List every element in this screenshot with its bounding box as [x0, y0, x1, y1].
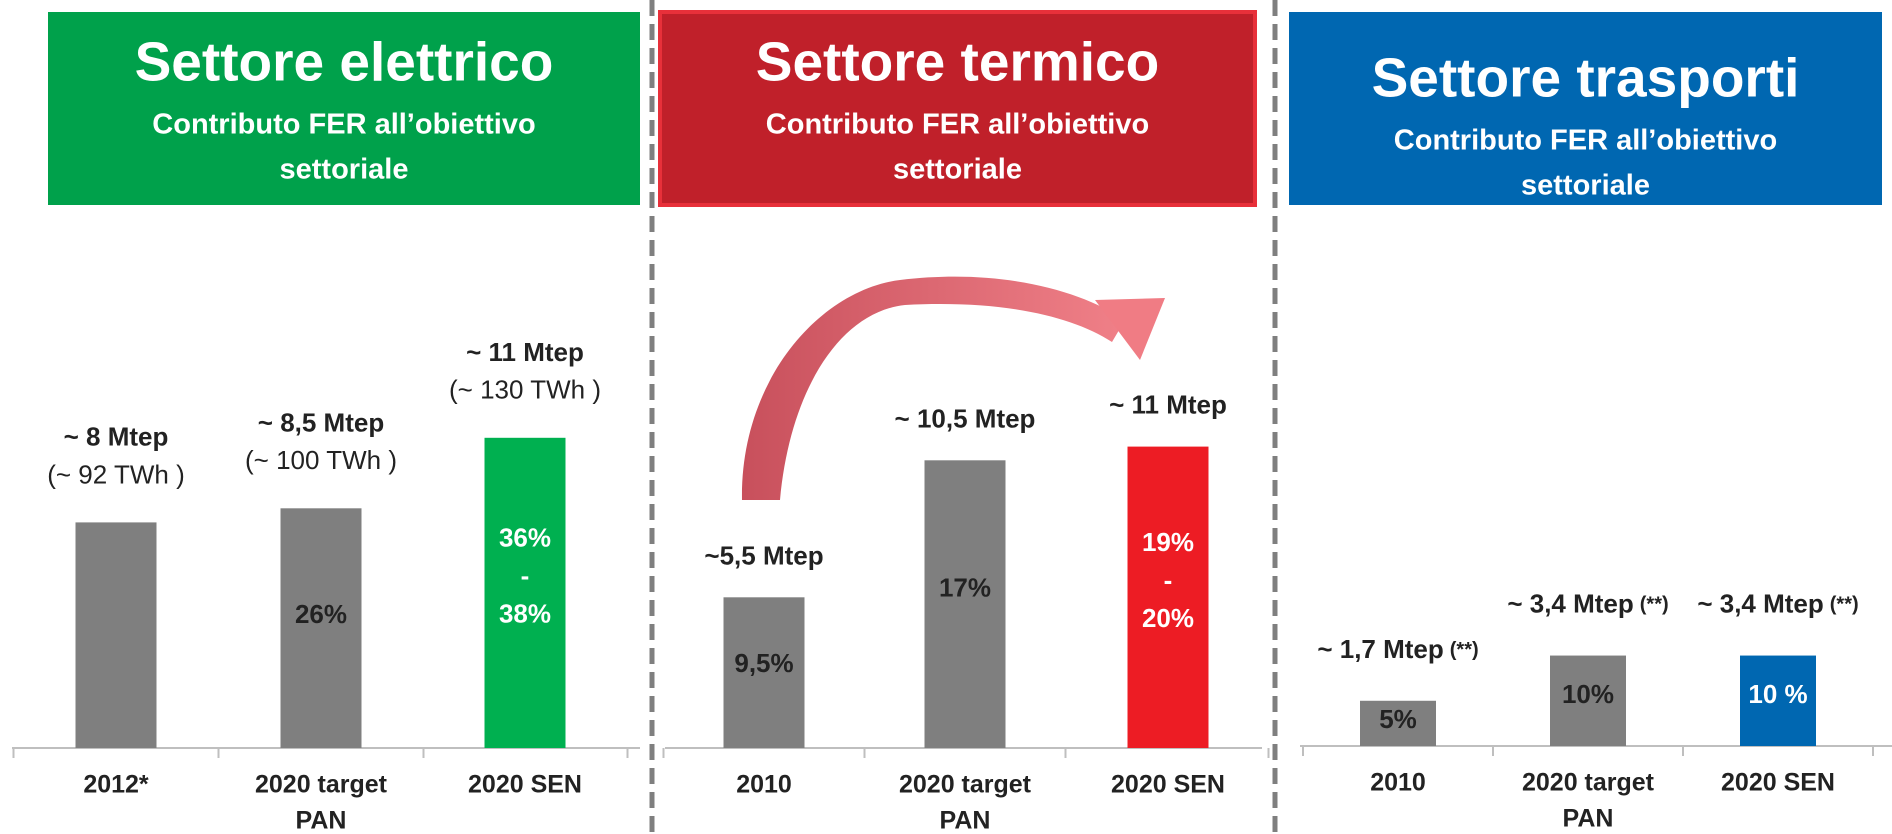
inner-label: 36%: [499, 522, 551, 552]
bar: [75, 522, 157, 748]
arrow: [741, 276, 1125, 500]
x-tick-label: PAN: [296, 807, 347, 834]
bar: [484, 437, 566, 748]
x-tick-label: 2010: [736, 771, 792, 799]
inner-label: 26%: [295, 599, 347, 629]
value-label: ~ 10,5 Mtep: [895, 403, 1036, 433]
bar: [1127, 446, 1209, 748]
value-label: ~ 8 Mtep: [64, 421, 169, 451]
x-tick-label: 2010: [1370, 769, 1426, 797]
value-label-note: (**): [1830, 594, 1859, 616]
value-label: ~ 8,5 Mtep: [258, 407, 384, 437]
header-subtitle: settoriale: [893, 154, 1022, 186]
header-title: Settore termico: [756, 31, 1159, 93]
value-label-text: ~ 8 Mtep: [64, 421, 169, 451]
x-tick-label: 2020 target: [1522, 769, 1655, 797]
inner-label: -: [521, 560, 530, 590]
value-label-text: ~ 11 Mtep: [466, 337, 584, 367]
inner-label: 17%: [939, 573, 991, 603]
inner-label: -: [1164, 565, 1173, 595]
sub-label: (~ 92 TWh ): [47, 459, 185, 489]
x-tick-label: 2012*: [83, 771, 149, 799]
sub-label: (~ 100 TWh ): [245, 445, 397, 475]
bar: [924, 460, 1006, 748]
x-tick-label: PAN: [1563, 805, 1614, 833]
value-label-text: ~5,5 Mtep: [704, 540, 823, 570]
inner-label: 38%: [499, 598, 551, 628]
sub-label: (~ 130 TWh ): [449, 375, 601, 405]
inner-label: 9,5%: [734, 648, 793, 678]
bar: [1360, 700, 1436, 746]
value-label: ~5,5 Mtep: [704, 540, 823, 570]
inner-label: 19%: [1142, 527, 1194, 557]
value-label: ~ 1,7 Mtep (**): [1317, 634, 1478, 664]
value-label-text: ~ 11 Mtep: [1109, 389, 1227, 419]
value-label-text: ~ 1,7 Mtep: [1317, 634, 1443, 664]
x-tick-label: PAN: [940, 807, 991, 834]
inner-label: 10%: [1562, 679, 1614, 709]
value-label: ~ 11 Mtep: [466, 337, 584, 367]
inner-label: 5%: [1379, 704, 1417, 734]
value-label-note: (**): [1640, 594, 1669, 616]
header-title: Settore trasporti: [1372, 47, 1800, 109]
x-tick-label: 2020 SEN: [1111, 771, 1225, 799]
header: [1289, 12, 1882, 205]
value-label: ~ 3,4 Mtep (**): [1507, 588, 1668, 618]
inner-label: 20%: [1142, 603, 1194, 633]
header-subtitle: settoriale: [1521, 170, 1650, 202]
bar: [1550, 655, 1626, 746]
value-label-text: ~ 8,5 Mtep: [258, 407, 384, 437]
header: [48, 12, 640, 205]
value-label-text: ~ 10,5 Mtep: [895, 403, 1036, 433]
inner-label: 10 %: [1748, 679, 1807, 709]
bar: [1740, 655, 1816, 746]
header-subtitle: Contributo FER all’obiettivo: [766, 109, 1149, 141]
header-subtitle: Contributo FER all’obiettivo: [1394, 125, 1777, 157]
x-tick-label: 2020 target: [899, 771, 1032, 799]
x-tick-label: 2020 target: [255, 771, 388, 799]
header-title: Settore elettrico: [135, 31, 554, 93]
value-label-text: ~ 3,4 Mtep: [1507, 588, 1633, 618]
x-tick-label: 2020 SEN: [1721, 769, 1835, 797]
arrow-head: [1095, 298, 1165, 360]
header-subtitle: Contributo FER all’obiettivo: [152, 109, 535, 141]
value-label-note: (**): [1450, 639, 1479, 661]
header-subtitle: settoriale: [280, 154, 409, 186]
header: [658, 10, 1257, 207]
bar: [723, 597, 805, 748]
value-label: ~ 3,4 Mtep (**): [1697, 588, 1858, 618]
value-label-text: ~ 3,4 Mtep: [1697, 588, 1823, 618]
bar: [280, 508, 362, 748]
value-label: ~ 11 Mtep: [1109, 389, 1227, 419]
x-tick-label: 2020 SEN: [468, 771, 582, 799]
